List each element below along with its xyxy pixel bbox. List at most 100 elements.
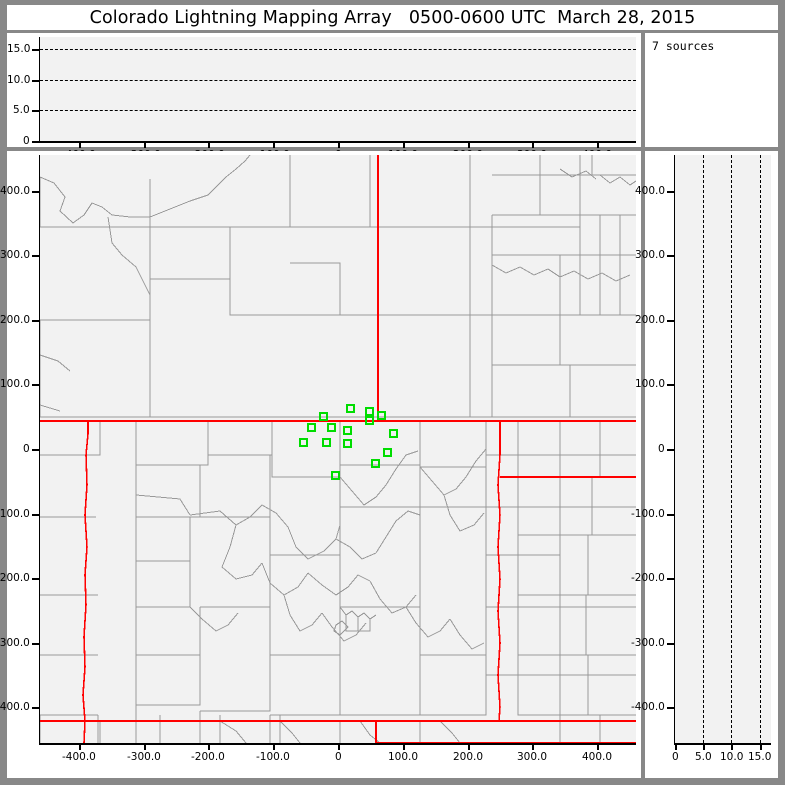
y-axis-tick-label: -400.0 [0,701,30,713]
y-axis-tick-label: 100.0 [635,378,666,390]
lightning-source-marker [346,404,356,414]
y-axis-tick-label: 0 [23,443,30,455]
x-axis-tick-label: -300.0 [127,751,161,763]
y-axis-tick-label: -100.0 [0,508,30,520]
y-axis-tick [32,141,39,143]
x-axis-tick [208,744,210,750]
y-axis-tick [32,449,39,451]
y-axis-tick-label: -200.0 [631,572,665,584]
x-axis-tick-label: 0 [672,751,679,763]
altitude-profile-panel: 05.010.015.0-400.0-300.0-200.0-100.00100… [7,33,641,161]
state-county-basemap [40,155,636,743]
x-axis-tick-label: 5.0 [695,751,712,763]
x-axis-tick [208,142,210,148]
y-axis-tick-label: -300.0 [0,637,30,649]
y-axis-tick-label: 400.0 [0,185,31,197]
y-axis-tick [667,384,674,386]
y-axis-tick-label: 15.0 [7,43,31,55]
y-axis-tick [32,110,39,112]
y-axis-tick [32,80,39,82]
grid-line-vertical [703,155,705,743]
x-axis-tick-label: -200.0 [191,751,225,763]
x-axis-tick [532,744,534,750]
y-axis-tick [32,578,39,580]
y-axis-tick-label: -400.0 [631,701,665,713]
lightning-source-marker [371,458,381,468]
y-axis-tick [667,578,674,580]
y-axis-tick-label: 200.0 [635,314,666,326]
grid-line-vertical [731,155,733,743]
x-axis-tick-label: 200.0 [453,751,484,763]
altitude-profile-plot-area[interactable] [40,37,636,141]
title-bar: Colorado Lightning Mapping Array 0500-06… [7,5,778,30]
y-axis-tick [32,255,39,257]
x-axis-tick [144,744,146,750]
y-axis-tick-label: 100.0 [0,378,31,390]
lightning-source-marker [342,439,352,449]
lightning-source-marker [318,412,328,422]
x-axis-tick [532,142,534,148]
x-axis-line [40,141,636,143]
y-axis-tick [32,49,39,51]
y-axis-line [673,155,675,745]
x-axis-tick-label: 300.0 [517,751,548,763]
lightning-source-marker [389,428,399,438]
x-axis-tick-label: 100.0 [388,751,419,763]
lightning-source-marker [376,410,386,420]
grid-line-vertical [759,155,761,743]
x-axis-tick [731,744,733,750]
y-axis-tick [32,191,39,193]
grid-line-horizontal [40,49,636,51]
lightning-source-marker [382,448,392,458]
lightning-source-marker [299,438,309,448]
y-axis-tick [667,643,674,645]
x-axis-tick-label: 400.0 [582,751,613,763]
source-count-panel: 7 sources [645,33,778,147]
y-axis-tick-label: -100.0 [631,508,665,520]
y-axis-tick [667,320,674,322]
x-axis-tick [597,744,599,750]
y-axis-tick [32,320,39,322]
x-axis-tick [338,142,340,148]
y-axis-tick-label: 5.0 [13,104,30,116]
x-axis-tick [144,142,146,148]
lightning-source-marker [330,470,340,480]
x-axis-tick-label: 0 [335,751,342,763]
x-axis-tick [675,744,677,750]
y-axis-tick-label: 400.0 [635,185,666,197]
y-axis-tick-label: -300.0 [631,637,665,649]
x-axis-tick-label: -400.0 [62,751,96,763]
x-axis-line [40,743,636,745]
y-axis-tick [32,707,39,709]
y-axis-line [38,155,40,745]
lightning-source-marker [365,416,375,426]
y-axis-tick [667,449,674,451]
altitude-histogram-panel: -400.0 -300.0 -200.0 -100.0 0 100.0 200.0 300.0… [631,151,778,778]
plan-view-map-panel: -400.0 -300.0 -200.0 -100.0 0 100.0 200.0 300.0… [0,151,641,778]
lightning-source-marker [306,423,316,433]
page-title: Colorado Lightning Mapping Array 0500-06… [89,7,696,28]
y-axis-tick [667,191,674,193]
y-axis-tick [667,707,674,709]
x-axis-tick-label: 10.0 [720,751,744,763]
x-axis-tick-label: -100.0 [256,751,290,763]
y-axis-tick-label: 10.0 [7,74,31,86]
x-axis-line [675,743,771,745]
plan-view-map-plot-area[interactable] [40,155,636,743]
y-axis-tick-label: 300.0 [0,249,31,261]
source-count-label: 7 sources [652,39,715,53]
x-axis-tick [273,142,275,148]
y-axis-tick-label: 300.0 [635,249,666,261]
y-axis-tick [667,514,674,516]
x-axis-tick [403,744,405,750]
y-axis-tick [32,643,39,645]
lightning-source-marker [365,407,375,417]
x-axis-tick [79,142,81,148]
grid-line-horizontal [40,79,636,81]
altitude-histogram-plot-area[interactable] [675,155,771,743]
lightning-source-marker [343,426,353,436]
lightning-source-marker [321,438,331,448]
y-axis-tick [32,384,39,386]
x-axis-tick [273,744,275,750]
